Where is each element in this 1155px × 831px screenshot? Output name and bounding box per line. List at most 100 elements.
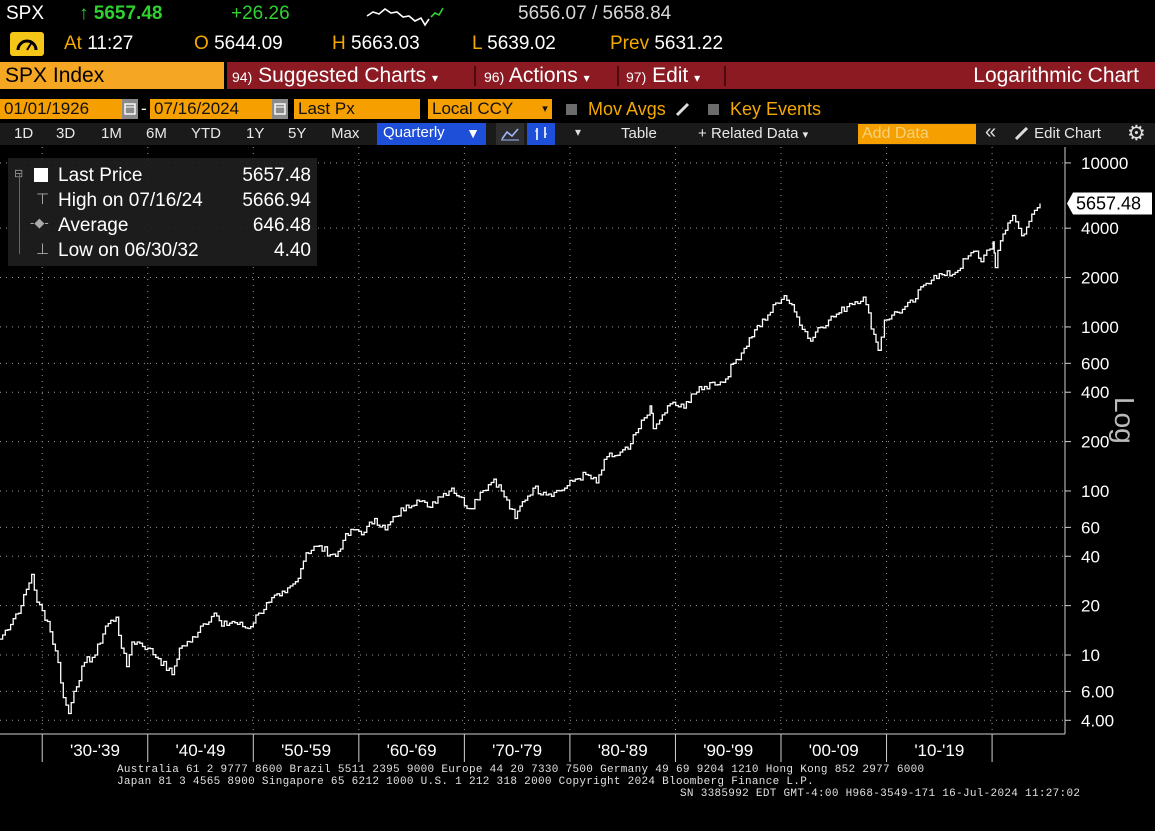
- period-3d-button[interactable]: 3D: [56, 125, 76, 142]
- high-marker-icon: ⊤: [36, 191, 50, 208]
- x-axis-ticks: '30-'39 '40-'49 '50-'59 '60-'69 '70-'79 '80-'…: [41, 734, 993, 762]
- legend-high-label: High on 07/16/24: [58, 190, 203, 211]
- y-tick-label: 6.00: [1081, 682, 1114, 701]
- end-date-field[interactable]: 07/16/2024: [150, 99, 272, 119]
- frequency-label: Quarterly: [383, 124, 445, 141]
- frequency-select[interactable]: Quarterly ▼: [377, 123, 486, 145]
- line-chart-icon[interactable]: [496, 123, 524, 145]
- y-tick-label: 200: [1081, 433, 1109, 452]
- key-events-checkbox[interactable]: [708, 104, 719, 115]
- period-1d-button[interactable]: 1D: [14, 125, 34, 142]
- x-tick-label: '50-'59: [281, 741, 331, 760]
- last-price-tag: 5657.48: [1067, 192, 1152, 215]
- quote-time: At 11:27: [64, 33, 133, 55]
- at-label: At: [64, 33, 82, 54]
- bid-value: 5656.07: [518, 3, 587, 24]
- period-ytd-button[interactable]: YTD: [191, 125, 221, 142]
- last-price-quote: ↑ 5657.48: [79, 3, 162, 25]
- legend-last-label: Last Price: [58, 165, 143, 186]
- prev-value: 5631.22: [654, 33, 724, 54]
- net-change-value: +26.26: [231, 3, 290, 24]
- y-tick-label: 20: [1081, 597, 1100, 616]
- log-scale-label: Log: [1109, 397, 1140, 444]
- caret-down-icon[interactable]: ▾: [538, 99, 552, 119]
- gear-icon[interactable]: ⚙: [1127, 122, 1146, 145]
- add-data-input[interactable]: Add Data: [858, 124, 976, 144]
- y-tick-label: 100: [1081, 482, 1109, 501]
- ask-value: 5658.84: [602, 3, 672, 24]
- period-max-button[interactable]: Max: [331, 125, 360, 142]
- caret-down-icon: ▾: [694, 71, 701, 85]
- collapse-box-icon[interactable]: ⊟: [14, 167, 23, 180]
- price-chart[interactable]: 10000 4000 2000 1000 600 400 200 100 60 40 20 10 6.0…: [0, 147, 1155, 767]
- pencil-icon[interactable]: [674, 100, 692, 118]
- x-tick-label: '40-'49: [176, 741, 226, 760]
- legend-low-label: Low on 06/30/32: [58, 240, 199, 261]
- period-1m-button[interactable]: 1M: [101, 125, 122, 142]
- bar-chart-icon[interactable]: [527, 123, 555, 145]
- footer-session: SN 3385992 EDT GMT-4:00 H968-3549-171 16…: [680, 788, 1081, 800]
- quote-low: L 5639.02: [472, 33, 556, 55]
- table-button[interactable]: Table: [621, 125, 657, 142]
- caret-down-icon: ▾: [802, 129, 809, 141]
- legend-tree-line: [19, 174, 20, 254]
- calendar-icon[interactable]: [272, 99, 288, 119]
- low-value: 5639.02: [487, 33, 556, 54]
- actions-menu[interactable]: 96) Actions ▾: [484, 62, 590, 89]
- start-date-field[interactable]: 01/01/1926: [0, 99, 122, 119]
- x-tick-label: '00-'09: [809, 741, 859, 760]
- caret-down-icon[interactable]: ▾: [575, 125, 582, 139]
- currency-select[interactable]: Local CCY: [428, 99, 538, 119]
- legend-high-value: 5666.94: [242, 190, 311, 211]
- y-tick-label: 2000: [1081, 269, 1119, 288]
- legend-low: ⊥ Low on 06/30/32 4.40: [8, 240, 313, 265]
- y-tick-label: 4000: [1081, 219, 1119, 238]
- suggested-charts-menu[interactable]: 94) Suggested Charts ▾: [232, 62, 438, 89]
- security-field[interactable]: SPX Index: [0, 62, 224, 89]
- edit-label: Edit: [652, 64, 689, 87]
- x-tick-label: '80-'89: [598, 741, 648, 760]
- field-select[interactable]: Last Px: [294, 99, 420, 119]
- edit-chart-label: Edit Chart: [1034, 125, 1101, 142]
- caret-down-icon: ▾: [432, 71, 439, 85]
- y-tick-label: 10000: [1081, 154, 1128, 173]
- legend-high: ⊤ High on 07/16/24 5666.94: [8, 190, 313, 215]
- related-data-button[interactable]: + Related Data ▾: [698, 124, 808, 144]
- bid-ask: 5656.07 / 5658.84: [518, 3, 671, 25]
- period-6m-button[interactable]: 6M: [146, 125, 167, 142]
- pencil-icon: [1014, 126, 1029, 141]
- average-marker-icon: -◆-: [30, 215, 49, 230]
- gauge-icon[interactable]: [10, 32, 44, 56]
- y-tick-label: 60: [1081, 518, 1100, 537]
- menu-bar: [227, 62, 1155, 89]
- chart-title: Logarithmic Chart: [973, 64, 1139, 87]
- collapse-icon[interactable]: «: [985, 121, 997, 143]
- period-5y-button[interactable]: 5Y: [288, 125, 307, 142]
- menu-divider: [617, 66, 619, 86]
- mov-avgs-label: Mov Avgs: [588, 99, 666, 119]
- x-tick-label: '70-'79: [492, 741, 542, 760]
- edit-chart-button[interactable]: Edit Chart: [1014, 124, 1101, 144]
- high-value: 5663.03: [351, 33, 420, 54]
- y-tick-label: 4.00: [1081, 711, 1114, 730]
- edit-menu[interactable]: 97) Edit ▾: [626, 62, 700, 89]
- mov-avgs-checkbox[interactable]: [566, 104, 577, 115]
- menu-divider: [724, 66, 726, 86]
- legend-average-label: Average: [58, 215, 129, 236]
- y-tick-label: 400: [1081, 383, 1109, 402]
- calendar-icon[interactable]: [122, 99, 138, 119]
- x-tick-label: '30-'39: [70, 741, 120, 760]
- related-data-label: Related Data: [710, 125, 799, 142]
- x-tick-label: '10-'19: [914, 741, 964, 760]
- period-1y-button[interactable]: 1Y: [246, 125, 265, 142]
- legend-low-value: 4.40: [274, 240, 311, 261]
- add-data-placeholder: Add Data: [862, 125, 929, 142]
- last-price-tag-text: 5657.48: [1076, 193, 1141, 213]
- legend-average: -◆- Average 646.48: [8, 215, 313, 240]
- high-label: H: [332, 33, 346, 54]
- caret-down-icon: ▾: [583, 71, 590, 85]
- suggested-number: 94): [232, 69, 253, 85]
- footer-contacts: Australia 61 2 9777 8600 Brazil 5511 239…: [117, 764, 925, 776]
- y-tick-label: 10: [1081, 646, 1100, 665]
- legend-average-value: 646.48: [252, 215, 311, 236]
